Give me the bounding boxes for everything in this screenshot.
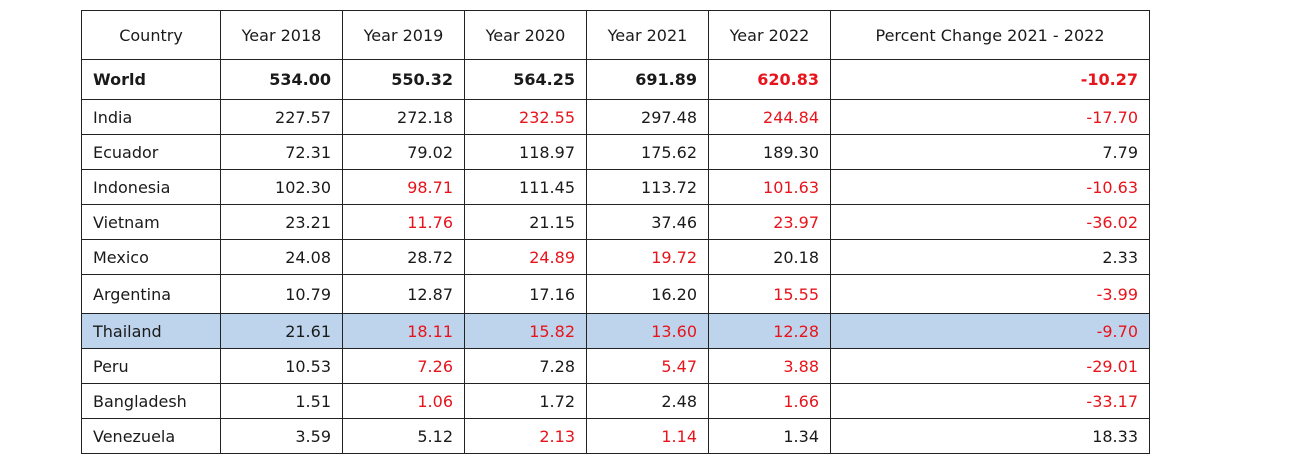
year-2021-cell: 113.72	[586, 169, 709, 205]
table-row: Venezuela 3.59 5.12 2.13 1.14 1.34 18.33	[81, 418, 1150, 454]
percent-change-cell: 7.79	[830, 134, 1150, 170]
year-2019-cell: 7.26	[342, 348, 465, 384]
header-percent-change: Percent Change 2021 - 2022	[830, 10, 1150, 60]
header-year-2019: Year 2019	[342, 10, 465, 60]
data-table: Country Year 2018 Year 2019 Year 2020 Ye…	[81, 10, 1150, 454]
year-2021-cell: 19.72	[586, 239, 709, 275]
year-2018-cell: 21.61	[220, 313, 343, 349]
table-row: Thailand 21.61 18.11 15.82 13.60 12.28 -9.70	[81, 313, 1150, 349]
year-2022-cell: 3.88	[708, 348, 831, 384]
header-year-2021: Year 2021	[586, 10, 709, 60]
year-2020-cell: 564.25	[464, 59, 587, 100]
year-2020-cell: 2.13	[464, 418, 587, 454]
year-2019-cell: 98.71	[342, 169, 465, 205]
table-row: Argentina 10.79 12.87 17.16 16.20 15.55 -3.99	[81, 274, 1150, 314]
country-cell: World	[81, 59, 221, 100]
year-2021-cell: 37.46	[586, 204, 709, 240]
country-cell: Vietnam	[81, 204, 221, 240]
year-2020-cell: 118.97	[464, 134, 587, 170]
country-cell: Ecuador	[81, 134, 221, 170]
year-2021-cell: 2.48	[586, 383, 709, 419]
year-2019-cell: 550.32	[342, 59, 465, 100]
header-country: Country	[81, 10, 221, 60]
year-2022-cell: 620.83	[708, 59, 831, 100]
year-2018-cell: 1.51	[220, 383, 343, 419]
country-cell: India	[81, 99, 221, 135]
country-cell: Peru	[81, 348, 221, 384]
year-2019-cell: 12.87	[342, 274, 465, 314]
year-2021-cell: 297.48	[586, 99, 709, 135]
table-row: Peru 10.53 7.26 7.28 5.47 3.88 -29.01	[81, 348, 1150, 384]
table-row: World 534.00 550.32 564.25 691.89 620.83 -10.2…	[81, 59, 1150, 100]
year-2019-cell: 272.18	[342, 99, 465, 135]
header-row: Country Year 2018 Year 2019 Year 2020 Ye…	[81, 10, 1150, 60]
country-cell: Indonesia	[81, 169, 221, 205]
year-2018-cell: 23.21	[220, 204, 343, 240]
year-2020-cell: 111.45	[464, 169, 587, 205]
year-2020-cell: 1.72	[464, 383, 587, 419]
year-2019-cell: 11.76	[342, 204, 465, 240]
year-2020-cell: 232.55	[464, 99, 587, 135]
country-cell: Bangladesh	[81, 383, 221, 419]
year-2022-cell: 1.34	[708, 418, 831, 454]
table-row: Bangladesh 1.51 1.06 1.72 2.48 1.66 -33.17	[81, 383, 1150, 419]
table-row: Indonesia 102.30 98.71 111.45 113.72 101.63 -1…	[81, 169, 1150, 205]
table-row: Mexico 24.08 28.72 24.89 19.72 20.18 2.33	[81, 239, 1150, 275]
header-year-2018: Year 2018	[220, 10, 343, 60]
percent-change-cell: -33.17	[830, 383, 1150, 419]
year-2021-cell: 13.60	[586, 313, 709, 349]
year-2022-cell: 23.97	[708, 204, 831, 240]
country-cell: Argentina	[81, 274, 221, 314]
header-year-2022: Year 2022	[708, 10, 831, 60]
year-2018-cell: 10.79	[220, 274, 343, 314]
year-2021-cell: 175.62	[586, 134, 709, 170]
year-2019-cell: 1.06	[342, 383, 465, 419]
year-2018-cell: 10.53	[220, 348, 343, 384]
percent-change-cell: 18.33	[830, 418, 1150, 454]
percent-change-cell: -36.02	[830, 204, 1150, 240]
country-cell: Venezuela	[81, 418, 221, 454]
country-cell: Mexico	[81, 239, 221, 275]
percent-change-cell: -9.70	[830, 313, 1150, 349]
year-2021-cell: 16.20	[586, 274, 709, 314]
year-2022-cell: 20.18	[708, 239, 831, 275]
header-year-2020: Year 2020	[464, 10, 587, 60]
year-2018-cell: 72.31	[220, 134, 343, 170]
year-2019-cell: 28.72	[342, 239, 465, 275]
percent-change-cell: -10.27	[830, 59, 1150, 100]
year-2018-cell: 24.08	[220, 239, 343, 275]
year-2019-cell: 5.12	[342, 418, 465, 454]
year-2020-cell: 24.89	[464, 239, 587, 275]
year-2018-cell: 102.30	[220, 169, 343, 205]
table-row: India 227.57 272.18 232.55 297.48 244.84 -17.7…	[81, 99, 1150, 135]
year-2021-cell: 1.14	[586, 418, 709, 454]
percent-change-cell: 2.33	[830, 239, 1150, 275]
year-2021-cell: 5.47	[586, 348, 709, 384]
percent-change-cell: -29.01	[830, 348, 1150, 384]
table-body: World 534.00 550.32 564.25 691.89 620.83 -10.2…	[81, 59, 1150, 454]
year-2020-cell: 17.16	[464, 274, 587, 314]
year-2022-cell: 101.63	[708, 169, 831, 205]
year-2018-cell: 227.57	[220, 99, 343, 135]
year-2022-cell: 12.28	[708, 313, 831, 349]
percent-change-cell: -10.63	[830, 169, 1150, 205]
year-2018-cell: 3.59	[220, 418, 343, 454]
year-2022-cell: 244.84	[708, 99, 831, 135]
year-2022-cell: 15.55	[708, 274, 831, 314]
table-row: Vietnam 23.21 11.76 21.15 37.46 23.97 -36.02	[81, 204, 1150, 240]
year-2022-cell: 1.66	[708, 383, 831, 419]
year-2020-cell: 21.15	[464, 204, 587, 240]
year-2021-cell: 691.89	[586, 59, 709, 100]
year-2020-cell: 15.82	[464, 313, 587, 349]
table-row: Ecuador 72.31 79.02 118.97 175.62 189.30 7.79	[81, 134, 1150, 170]
year-2020-cell: 7.28	[464, 348, 587, 384]
year-2019-cell: 18.11	[342, 313, 465, 349]
year-2022-cell: 189.30	[708, 134, 831, 170]
year-2019-cell: 79.02	[342, 134, 465, 170]
percent-change-cell: -3.99	[830, 274, 1150, 314]
country-cell: Thailand	[81, 313, 221, 349]
year-2018-cell: 534.00	[220, 59, 343, 100]
percent-change-cell: -17.70	[830, 99, 1150, 135]
